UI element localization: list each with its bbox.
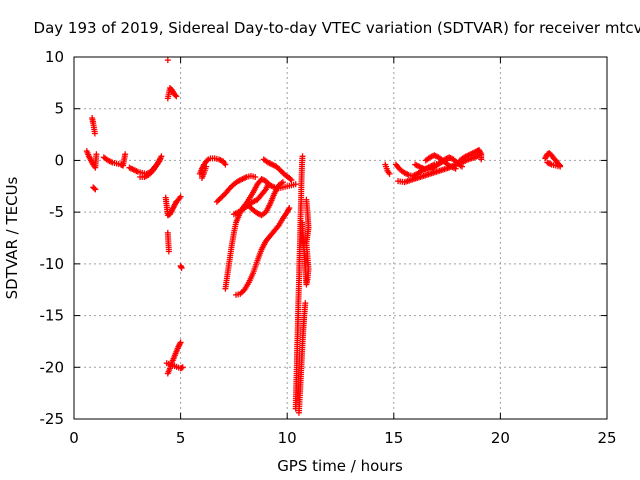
y-tick-label: 10 [45, 48, 64, 66]
y-tick-label: -15 [40, 307, 65, 325]
x-axis-label: GPS time / hours [277, 457, 403, 475]
data-point [219, 193, 226, 200]
data-point [177, 339, 184, 346]
data-point [157, 155, 164, 162]
y-tick-label: -5 [49, 203, 64, 221]
data-point [276, 166, 283, 173]
data-point [172, 92, 179, 99]
y-tick-labels: 10 5 0 -5 -10 -15 -20 -25 [40, 48, 65, 428]
data-point [303, 196, 310, 203]
data-point [204, 157, 211, 164]
data-point [217, 157, 224, 164]
x-tick-labels: 0 5 10 15 20 25 [69, 429, 616, 447]
data-points [83, 57, 564, 416]
data-point [173, 93, 180, 100]
data-point [93, 151, 100, 158]
data-point [91, 185, 98, 192]
x-tick-label: 0 [69, 429, 79, 447]
y-tick-label: 0 [54, 151, 64, 169]
data-point [452, 165, 459, 172]
data-point [386, 170, 393, 177]
data-point [92, 186, 99, 193]
x-tick-label: 25 [597, 429, 616, 447]
data-point [302, 300, 309, 307]
chart-title: Day 193 of 2019, Sidereal Day-to-day VTE… [34, 19, 640, 37]
y-tick-label: 5 [54, 100, 64, 118]
data-point [299, 153, 306, 160]
data-point [222, 161, 229, 168]
data-point [213, 198, 220, 205]
data-point [203, 163, 210, 170]
x-tick-label: 20 [491, 429, 510, 447]
data-point [478, 156, 485, 163]
plot-border [73, 56, 608, 420]
data-point [252, 173, 259, 180]
data-point [279, 169, 286, 176]
data-point [557, 163, 564, 170]
data-point [547, 160, 554, 167]
y-tick-label: -25 [40, 410, 65, 428]
y-axis-label: SDTVAR / TECUs [3, 176, 21, 299]
data-point [177, 193, 184, 200]
data-point [274, 223, 281, 230]
data-point [261, 187, 268, 194]
data-point [179, 364, 186, 371]
data-point [279, 179, 286, 186]
data-point [286, 205, 293, 212]
data-point [178, 264, 185, 271]
data-point [215, 197, 222, 204]
data-point [218, 194, 225, 201]
data-point [165, 248, 172, 255]
data-point [459, 163, 466, 170]
x-tick-label: 15 [384, 429, 403, 447]
data-point [216, 196, 223, 203]
data-point [164, 57, 171, 64]
data-point [277, 167, 284, 174]
x-tick-label: 10 [278, 429, 297, 447]
grid [74, 57, 607, 419]
x-tick-label: 5 [176, 429, 186, 447]
data-point [91, 130, 98, 137]
y-tick-label: -10 [40, 255, 65, 273]
data-point [292, 181, 299, 188]
data-point [288, 177, 295, 184]
axis-ticks [73, 56, 608, 420]
data-point [122, 151, 129, 158]
data-point [287, 176, 294, 183]
y-tick-label: -20 [40, 358, 65, 376]
